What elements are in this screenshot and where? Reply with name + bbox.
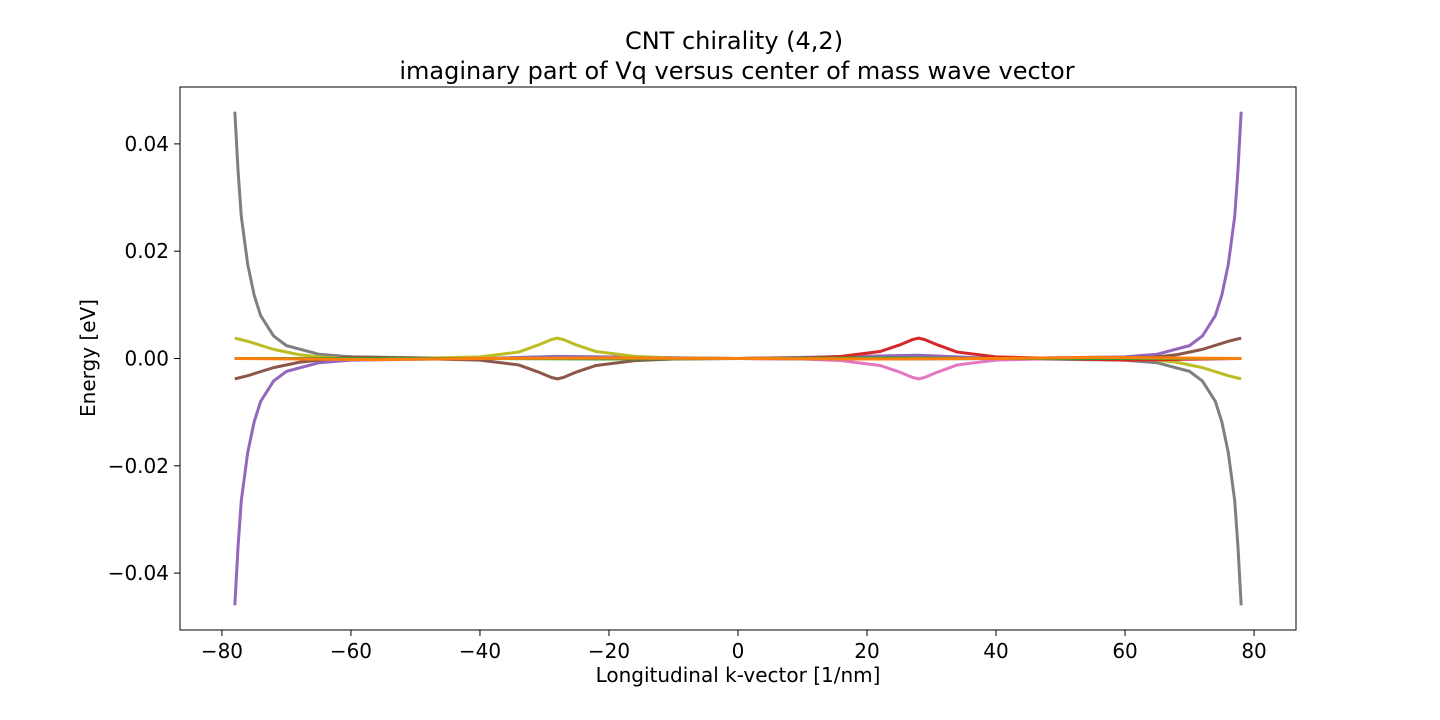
x-tick-label: −60: [330, 639, 372, 663]
plot-frame: [179, 86, 1297, 631]
x-tick-label: −20: [588, 639, 630, 663]
x-tick-label: −80: [201, 639, 243, 663]
x-axis-ticks: −80 −60 −40 −20 0 20 40 60 80: [201, 630, 1267, 663]
x-tick-label: 80: [1241, 639, 1266, 663]
y-tick-label: −0.02: [108, 454, 169, 478]
y-axis-label: Energy [eV]: [76, 299, 100, 417]
series-line-6: [234, 357, 1242, 381]
series-line-9: [234, 355, 1242, 362]
chart-title-line-2: imaginary part of Vq versus center of ma…: [399, 57, 1074, 85]
y-tick-label: 0.04: [124, 132, 169, 156]
x-tick-label: −40: [459, 639, 501, 663]
chart-title-line-1: CNT chirality (4,2): [625, 27, 843, 55]
x-tick-label: 40: [983, 639, 1008, 663]
x-axis-label: Longitudinal k-vector [1/nm]: [596, 663, 881, 687]
x-tick-label: 0: [732, 639, 745, 663]
series-layer: [233, 111, 1243, 606]
y-tick-label: 0.02: [124, 239, 169, 263]
x-tick-label: 60: [1112, 639, 1137, 663]
x-tick-label: 20: [854, 639, 879, 663]
y-tick-label: 0.00: [124, 347, 169, 371]
y-axis-ticks: −0.04 −0.02 0.00 0.02 0.04: [108, 132, 180, 585]
y-tick-label: −0.04: [108, 561, 169, 585]
